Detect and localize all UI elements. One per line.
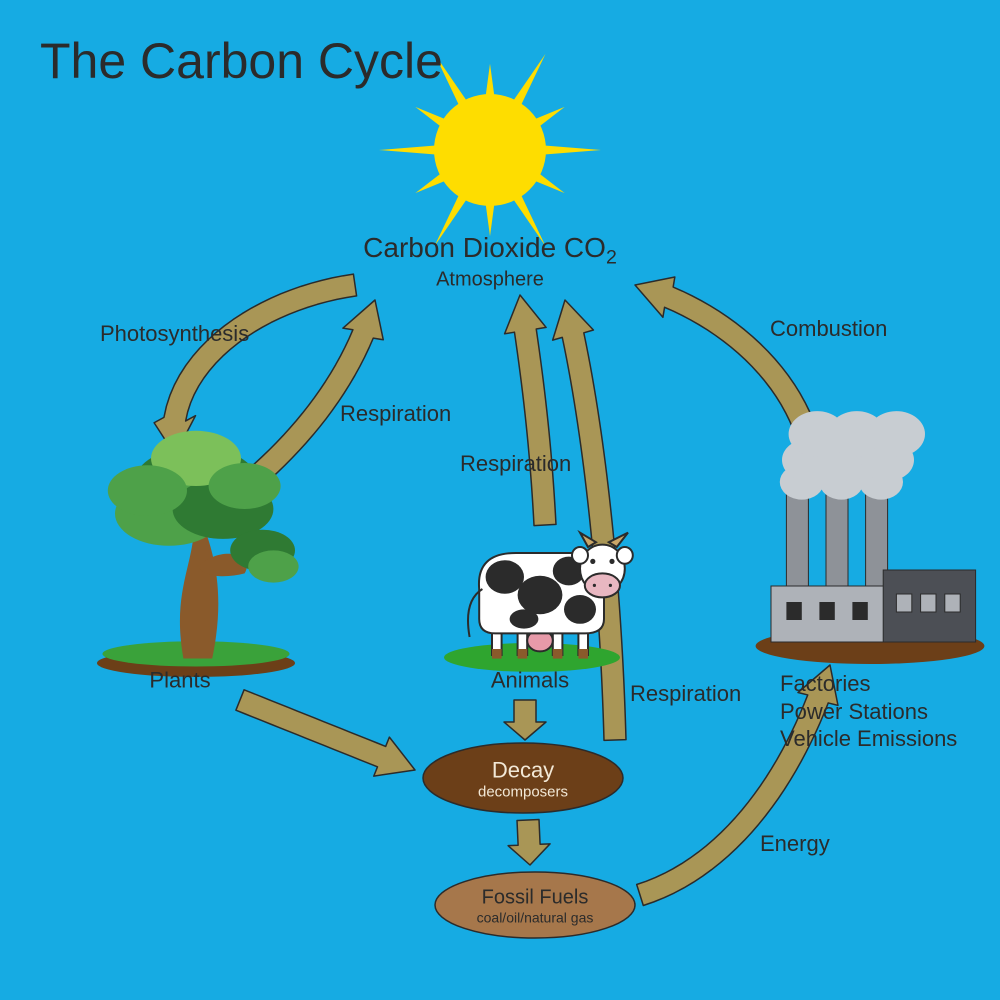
label-co2_main: Carbon Dioxide CO2	[363, 230, 617, 270]
label-photosynth: Photosynthesis	[100, 320, 249, 348]
factory-icon	[756, 411, 985, 664]
label-animals_lbl: Animals	[491, 666, 569, 694]
cow-icon	[444, 533, 633, 672]
label-decay_sub: decomposers	[478, 784, 568, 803]
carbon-cycle-diagram: The Carbon Cycle Carbon Dioxide CO2Atmosp…	[0, 0, 1000, 1000]
label-fossil_sub: coal/oil/natural gas	[477, 909, 594, 927]
diagram-svg	[0, 0, 1000, 1000]
label-resp2: Respiration	[460, 450, 571, 478]
label-resp3: Respiration	[630, 680, 741, 708]
label-resp1: Respiration	[340, 400, 451, 428]
label-factories_lbl: Factories Power Stations Vehicle Emissio…	[780, 670, 957, 753]
label-decay_lbl: Decay	[492, 756, 554, 784]
label-plants_lbl: Plants	[149, 666, 210, 694]
label-combustion: Combustion	[770, 315, 887, 343]
label-co2_sub: Atmosphere	[436, 268, 544, 293]
label-energy: Energy	[760, 830, 830, 858]
label-fossil_lbl: Fossil Fuels	[482, 886, 589, 911]
diagram-title: The Carbon Cycle	[40, 30, 443, 93]
